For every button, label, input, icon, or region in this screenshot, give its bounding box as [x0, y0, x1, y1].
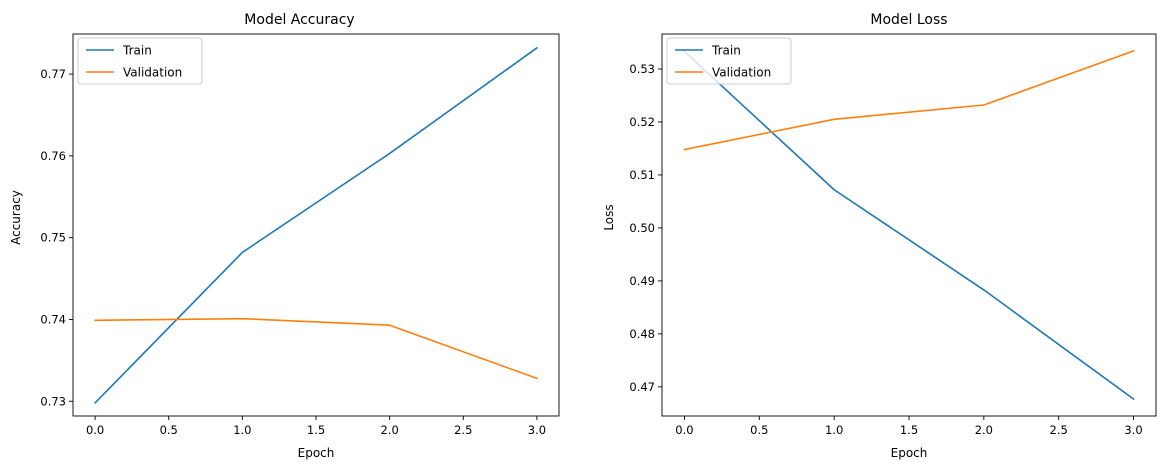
- x-tick-label: 0.0: [675, 423, 693, 437]
- plot-area: 0.0 0.5 1.0 1.5 2.0 2.5 3.0 0.73 0.74 0.75 0.76 0.7…: [40, 33, 560, 437]
- y-tick-label: 0.51: [629, 168, 655, 182]
- x-tick-label: 0.0: [86, 423, 104, 437]
- x-tick-label: 1.0: [825, 423, 843, 437]
- legend-label-train: Train: [122, 44, 152, 58]
- x-axis-label: Epoch: [891, 446, 928, 460]
- y-tick-label: 0.53: [629, 62, 655, 76]
- series-line-validation: [683, 49, 1135, 151]
- x-tick-label: 3.0: [1124, 423, 1142, 437]
- legend: Train Validation: [666, 37, 792, 85]
- series-line-train: [93, 46, 539, 405]
- x-tick-label: 0.5: [750, 423, 768, 437]
- y-tick-label: 0.49: [629, 274, 655, 288]
- x-tick-label: 0.5: [160, 423, 178, 437]
- y-tick-label: 0.77: [40, 67, 66, 81]
- x-tick-label: 2.5: [454, 423, 472, 437]
- chart-title: Model Loss: [870, 12, 947, 28]
- legend: Train Validation: [77, 37, 203, 85]
- legend-label-validation: Validation: [123, 66, 182, 80]
- x-tick-label: 2.0: [975, 423, 993, 437]
- y-tick-label: 0.74: [40, 312, 66, 326]
- accuracy-chart: Model Accuracy Epoch Accuracy 0.0 0.5 1.0 1…: [9, 12, 560, 460]
- legend-label-train: Train: [711, 44, 741, 58]
- y-tick-label: 0.47: [629, 380, 655, 394]
- legend-label-validation: Validation: [712, 66, 771, 80]
- axes-frame: [661, 33, 1157, 417]
- y-tick-label: 0.76: [40, 149, 66, 163]
- loss-chart: Model Loss Epoch Loss 0.0 0.5 1.0 1.5 2.0 2.5…: [602, 12, 1157, 460]
- y-axis-label: Loss: [602, 204, 616, 230]
- y-axis-label: Accuracy: [9, 190, 23, 245]
- x-tick-label: 1.0: [233, 423, 251, 437]
- chart-title: Model Accuracy: [244, 12, 354, 28]
- x-tick-label: 1.5: [307, 423, 325, 437]
- y-tick-label: 0.50: [629, 221, 655, 235]
- y-tick-label: 0.48: [629, 327, 655, 341]
- plot-area: 0.0 0.5 1.0 1.5 2.0 2.5 3.0 0.47 0.48 0.49 0.50 0.5…: [629, 33, 1157, 437]
- series-line-train: [683, 50, 1135, 401]
- x-tick-label: 3.0: [528, 423, 546, 437]
- y-tick-label: 0.73: [40, 394, 66, 408]
- x-tick-label: 2.0: [380, 423, 398, 437]
- axes-frame: [72, 33, 560, 417]
- y-tick-label: 0.75: [40, 231, 66, 245]
- x-tick-label: 2.5: [1050, 423, 1068, 437]
- x-axis-label: Epoch: [298, 446, 335, 460]
- y-tick-label: 0.52: [629, 115, 655, 129]
- series-line-validation: [94, 317, 538, 380]
- x-tick-label: 1.5: [900, 423, 918, 437]
